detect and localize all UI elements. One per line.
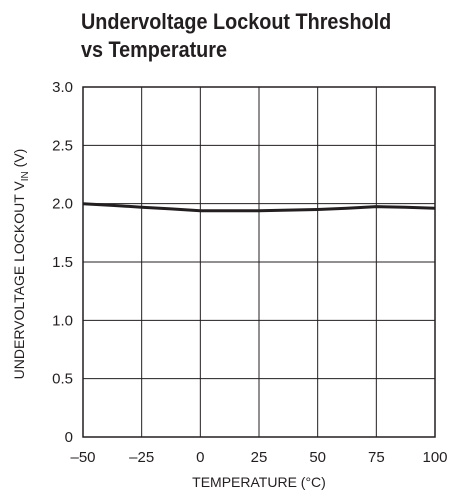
x-tick-label: –25 [129,449,154,466]
y-axis-label-sub: IN [20,171,31,181]
x-tick-label: –50 [70,449,95,466]
chart-title-line-1: Undervoltage Lockout Threshold [81,9,392,34]
plot-frame [82,86,436,438]
y-tick-label: 3.0 [52,79,73,96]
y-axis-label-unit: (V) [11,149,27,172]
grid [83,87,435,437]
x-tick-label: 75 [368,449,385,466]
y-tick-label: 2.0 [52,196,73,213]
x-tick-label: 25 [251,449,268,466]
y-axis-label-main: UNDERVOLTAGE LOCKOUT V [11,181,27,380]
x-tick-labels: –50 –25 0 25 50 75 100 [70,449,447,466]
y-tick-label: 2.5 [52,137,73,154]
x-axis-label: TEMPERATURE (°C) [192,474,326,490]
x-tick-label: 0 [196,449,204,466]
y-tick-label: 1.0 [52,312,73,329]
y-tick-label: 0 [65,429,73,446]
series-line [82,202,436,213]
chart-title: Undervoltage Lockout Threshold vs Temper… [81,8,405,64]
chart-title-line-2: vs Temperature [81,37,227,62]
x-tick-label: 50 [309,449,326,466]
y-tick-label: 0.5 [52,371,73,388]
x-tick-label: 100 [422,449,447,466]
y-tick-labels: 0 0.5 1.0 1.5 2.0 2.5 3.0 [52,79,73,446]
y-axis-label: UNDERVOLTAGE LOCKOUT VIN (V) [11,149,31,380]
y-tick-label: 1.5 [52,254,73,271]
series-layer [82,202,436,213]
